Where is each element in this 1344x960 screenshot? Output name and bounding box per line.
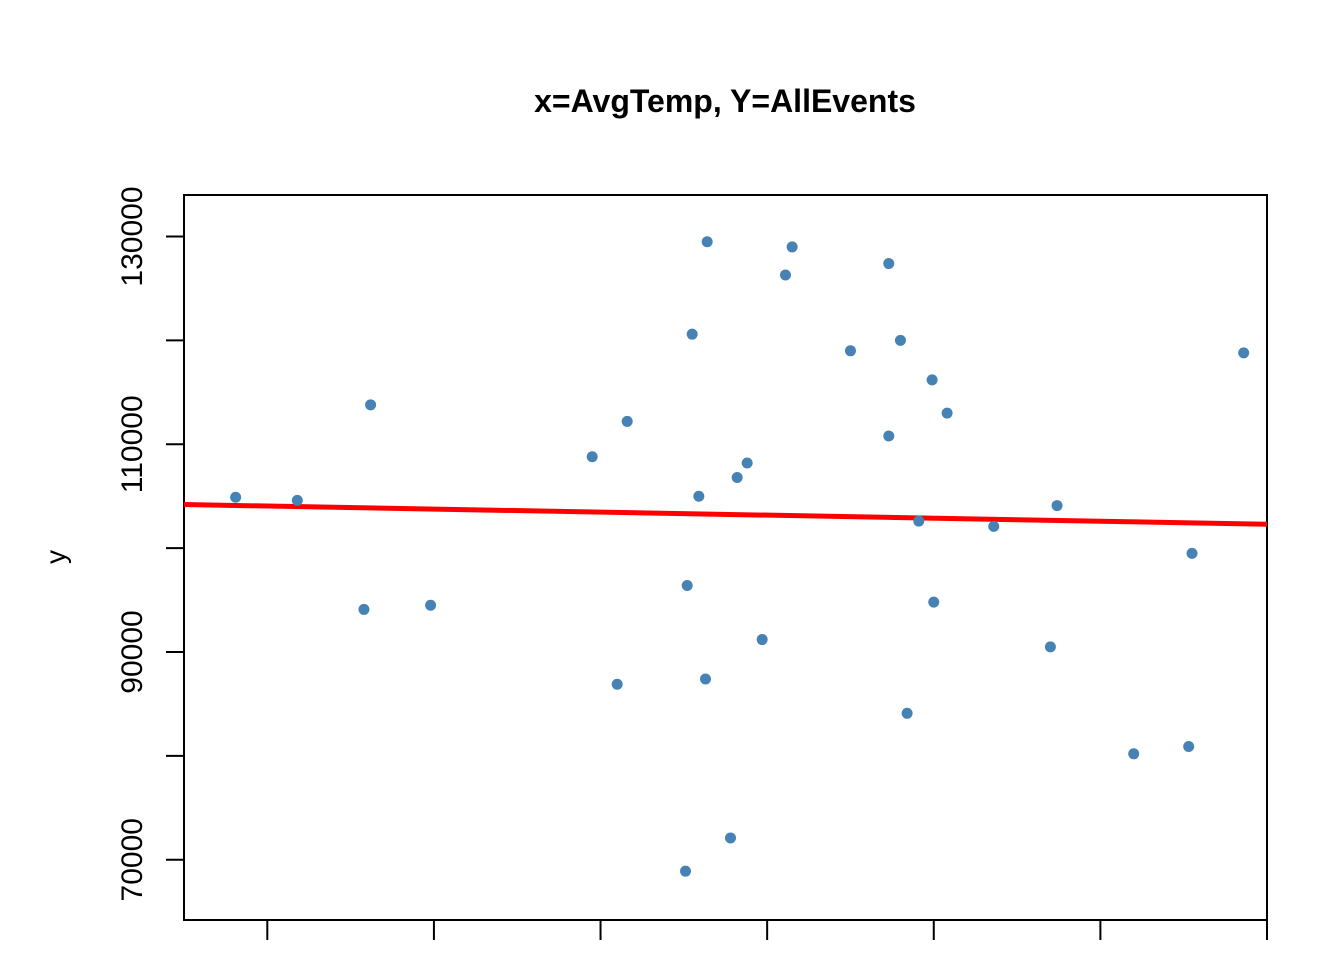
data-point: [681, 580, 693, 592]
data-point: [901, 707, 913, 719]
data-point: [941, 407, 953, 419]
data-point: [779, 269, 791, 281]
data-point: [586, 451, 598, 463]
data-point: [1238, 347, 1250, 359]
data-point: [756, 634, 768, 646]
y-tick-label: 90000: [116, 610, 149, 693]
data-point: [693, 490, 705, 502]
data-point: [365, 399, 377, 411]
y-tick-label: 70000: [116, 818, 149, 901]
y-axis: 70000 90000 110000 130000: [116, 186, 184, 901]
data-point: [230, 491, 242, 503]
data-point: [928, 596, 940, 608]
data-point: [701, 236, 713, 248]
regression-line: [183, 502, 1268, 527]
plot-frame: [183, 194, 1268, 921]
x-axis: [266, 920, 1268, 940]
data-point: [680, 865, 692, 877]
data-point: [786, 241, 798, 253]
data-point: [883, 258, 895, 270]
data-point: [926, 374, 938, 386]
data-point: [844, 345, 856, 357]
regression-line-group: [183, 502, 1268, 527]
data-point: [741, 457, 753, 469]
data-point: [988, 520, 1000, 532]
chart-title: x=AvgTemp, Y=AllEvents: [534, 83, 916, 119]
data-point: [883, 430, 895, 442]
data-point: [1186, 547, 1198, 559]
data-point: [724, 832, 736, 844]
data-point: [731, 472, 743, 484]
data-point: [358, 603, 370, 615]
data-point: [425, 599, 437, 611]
data-point: [1128, 748, 1140, 760]
y-axis-label: y: [40, 550, 71, 564]
data-point: [621, 415, 633, 427]
data-point: [894, 334, 906, 346]
y-tick-label: 110000: [116, 395, 149, 493]
data-point: [1183, 741, 1195, 753]
data-point: [611, 678, 623, 690]
y-tick-label: 130000: [116, 186, 149, 286]
points-group: [230, 236, 1250, 877]
data-point: [913, 515, 925, 527]
data-point: [291, 494, 303, 506]
data-point: [700, 673, 712, 685]
data-point: [1051, 500, 1063, 512]
data-point: [1044, 641, 1056, 653]
data-point: [686, 328, 698, 340]
